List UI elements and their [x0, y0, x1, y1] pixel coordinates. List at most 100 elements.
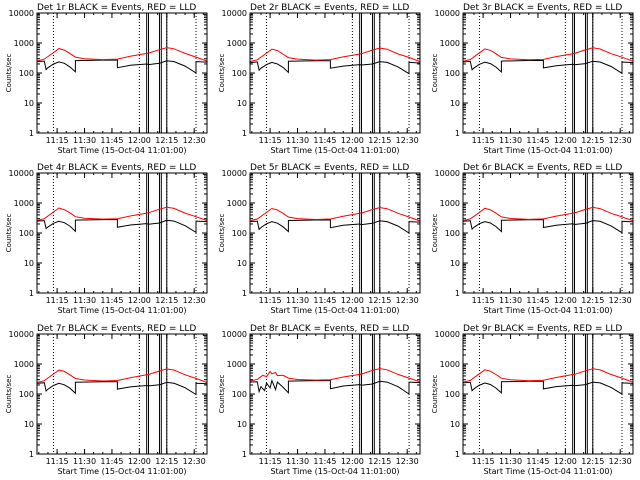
lld-series-line [462, 368, 634, 383]
x-tick-label: 12:15 [155, 296, 178, 305]
y-tick-label: 1 [242, 289, 247, 298]
x-axis-label: Start Time (15-Oct-04 11:01:00) [57, 467, 186, 476]
lld-series-line [249, 207, 421, 222]
x-tick-label: 12:00 [341, 457, 364, 466]
detector-panel: Det 5r BLACK = Events, RED = LLD 1 10 100 10… [218, 163, 421, 315]
x-tick-label: 11:45 [526, 457, 549, 466]
y-tick-label: 10000 [9, 9, 34, 18]
x-tick-label: 11:30 [286, 457, 309, 466]
x-axis-label: Start Time (15-Oct-04 11:01:00) [57, 146, 186, 155]
x-tick-label: 11:45 [100, 457, 123, 466]
events-series-line [462, 60, 634, 75]
panel-title: Det 5r BLACK = Events, RED = LLD [250, 163, 409, 173]
y-tick-label: 1 [242, 129, 247, 138]
x-tick-label: 11:15 [472, 296, 495, 305]
x-tick-label: 12:15 [155, 457, 178, 466]
detector-panel: Det 6r BLACK = Events, RED = LLD 1 10 100 10… [431, 163, 634, 315]
panel-title: Det 1r BLACK = Events, RED = LLD [37, 3, 196, 13]
y-tick-label: 1000 [14, 360, 34, 369]
x-tick-label: 12:15 [368, 457, 391, 466]
events-series-line [36, 381, 208, 396]
detector-panel: Det 2r BLACK = Events, RED = LLD 1 10 100 10… [218, 3, 421, 155]
y-axis-label: Counts/sec [5, 214, 13, 253]
y-axis-label: Counts/sec [431, 54, 439, 93]
x-tick-label: 11:45 [526, 296, 549, 305]
x-axis-label: Start Time (15-Oct-04 11:01:00) [57, 306, 186, 315]
x-tick-label: 11:15 [46, 136, 69, 145]
y-tick-label: 100 [19, 229, 34, 238]
plot-frame [462, 172, 634, 294]
y-tick-label: 1000 [227, 39, 247, 48]
x-tick-label: 12:15 [581, 457, 604, 466]
y-tick-label: 100 [19, 69, 34, 78]
x-tick-label: 12:30 [396, 136, 419, 145]
y-tick-label: 10000 [222, 330, 247, 339]
y-tick-label: 1000 [440, 360, 460, 369]
detector-panel: Det 7r BLACK = Events, RED = LLD 1 10 100 10… [5, 324, 208, 476]
y-tick-label: 10 [450, 99, 460, 108]
detector-panel: Det 1r BLACK = Events, RED = LLD 1 10 100 10… [5, 3, 208, 155]
plot-frame [249, 172, 421, 294]
events-series-line [249, 60, 421, 75]
x-tick-label: 12:15 [155, 136, 178, 145]
x-tick-label: 12:00 [554, 457, 577, 466]
panel-title: Det 8r BLACK = Events, RED = LLD [250, 324, 409, 334]
y-tick-label: 1000 [14, 39, 34, 48]
x-tick-label: 11:30 [73, 136, 96, 145]
y-tick-label: 100 [232, 390, 247, 399]
x-tick-label: 11:30 [286, 136, 309, 145]
x-tick-label: 12:30 [609, 136, 632, 145]
y-tick-label: 1000 [14, 199, 34, 208]
x-tick-label: 11:45 [100, 136, 123, 145]
x-tick-label: 12:00 [128, 457, 151, 466]
panel-title: Det 3r BLACK = Events, RED = LLD [463, 3, 622, 13]
x-tick-label: 12:00 [128, 296, 151, 305]
x-axis-label: Start Time (15-Oct-04 11:01:00) [483, 467, 612, 476]
x-tick-label: 12:15 [368, 296, 391, 305]
y-tick-label: 100 [19, 390, 34, 399]
y-tick-label: 1 [29, 289, 34, 298]
x-tick-label: 12:30 [396, 296, 419, 305]
y-tick-label: 100 [232, 229, 247, 238]
lld-series-line [462, 47, 634, 62]
y-axis-label: Counts/sec [218, 375, 226, 414]
plot-frame [249, 12, 421, 134]
x-axis-label: Start Time (15-Oct-04 11:01:00) [483, 306, 612, 315]
y-tick-label: 1000 [440, 199, 460, 208]
x-tick-label: 11:45 [526, 136, 549, 145]
x-tick-label: 11:15 [46, 296, 69, 305]
y-tick-label: 10000 [435, 330, 460, 339]
events-series-line [36, 59, 208, 74]
y-tick-label: 1000 [440, 39, 460, 48]
lld-series-line [249, 368, 421, 383]
y-axis-label: Counts/sec [431, 214, 439, 253]
x-tick-label: 11:15 [472, 457, 495, 466]
y-tick-label: 10000 [435, 9, 460, 18]
x-tick-label: 11:30 [499, 457, 522, 466]
panel-title: Det 2r BLACK = Events, RED = LLD [250, 3, 409, 13]
x-tick-label: 11:30 [499, 136, 522, 145]
y-tick-label: 10000 [9, 169, 34, 178]
y-tick-label: 10000 [222, 9, 247, 18]
y-axis-label: Counts/sec [218, 214, 226, 253]
y-tick-label: 10 [237, 99, 247, 108]
y-tick-label: 100 [445, 69, 460, 78]
y-tick-label: 100 [445, 229, 460, 238]
x-tick-label: 11:45 [100, 296, 123, 305]
plot-frame [36, 172, 208, 294]
y-tick-label: 10 [24, 259, 34, 268]
x-tick-label: 12:15 [581, 296, 604, 305]
events-series-line [462, 380, 634, 395]
x-tick-label: 12:30 [183, 296, 206, 305]
y-tick-label: 10 [237, 259, 247, 268]
y-tick-label: 10 [24, 420, 34, 429]
x-tick-label: 11:15 [472, 136, 495, 145]
x-tick-label: 11:15 [46, 457, 69, 466]
panel-title: Det 6r BLACK = Events, RED = LLD [463, 163, 622, 173]
x-tick-label: 12:30 [609, 296, 632, 305]
events-series-line [249, 219, 421, 234]
y-tick-label: 10000 [435, 169, 460, 178]
plot-frame [462, 333, 634, 455]
y-axis-label: Counts/sec [5, 54, 13, 93]
panel-title: Det 4r BLACK = Events, RED = LLD [37, 163, 196, 173]
